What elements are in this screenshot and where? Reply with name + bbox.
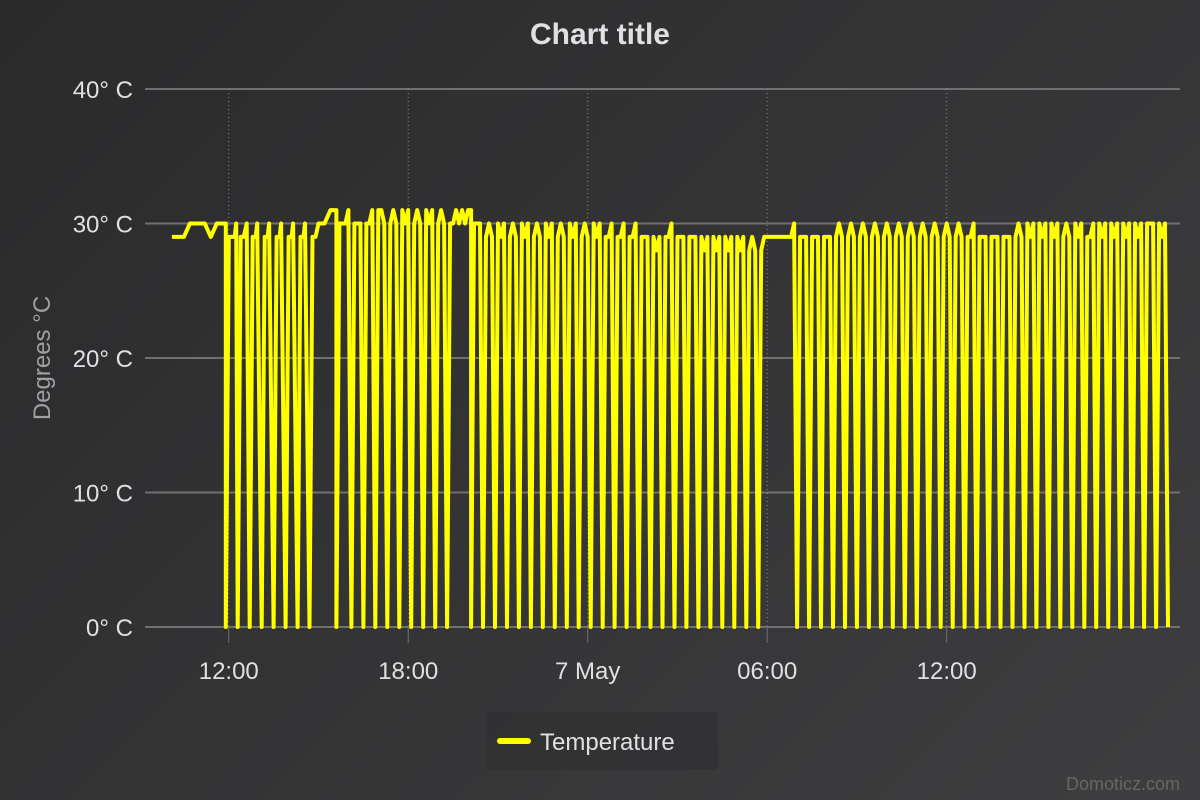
series-line-temperature[interactable] <box>171 208 1170 629</box>
x-tick-label: 12:00 <box>199 658 259 685</box>
y-tick-label: 20° C <box>73 346 133 373</box>
y-tick-label: 30° C <box>73 212 133 239</box>
credits-link[interactable]: Domoticz.com <box>1066 774 1180 794</box>
x-tick-label: 12:00 <box>917 658 977 685</box>
series-group <box>171 208 1170 629</box>
x-axis-labels: 12:00 18:00 7 May 06:00 12:00 <box>199 658 977 685</box>
y-tick-label: 10° C <box>73 481 133 508</box>
chart-title: Chart title <box>530 18 670 51</box>
y-axis-labels: 0° C 10° C 20° C 30° C 40° C <box>73 77 133 642</box>
legend-item-temperature[interactable]: Temperature <box>540 729 675 756</box>
y-tick-label: 40° C <box>73 77 133 104</box>
x-tick-label: 7 May <box>555 658 620 685</box>
legend[interactable]: Temperature <box>486 712 718 770</box>
y-tick-label: 0° C <box>86 615 133 642</box>
x-tick-label: 06:00 <box>737 658 797 685</box>
x-tick-label: 18:00 <box>378 658 438 685</box>
y-axis-title: Degrees °C <box>29 296 56 420</box>
